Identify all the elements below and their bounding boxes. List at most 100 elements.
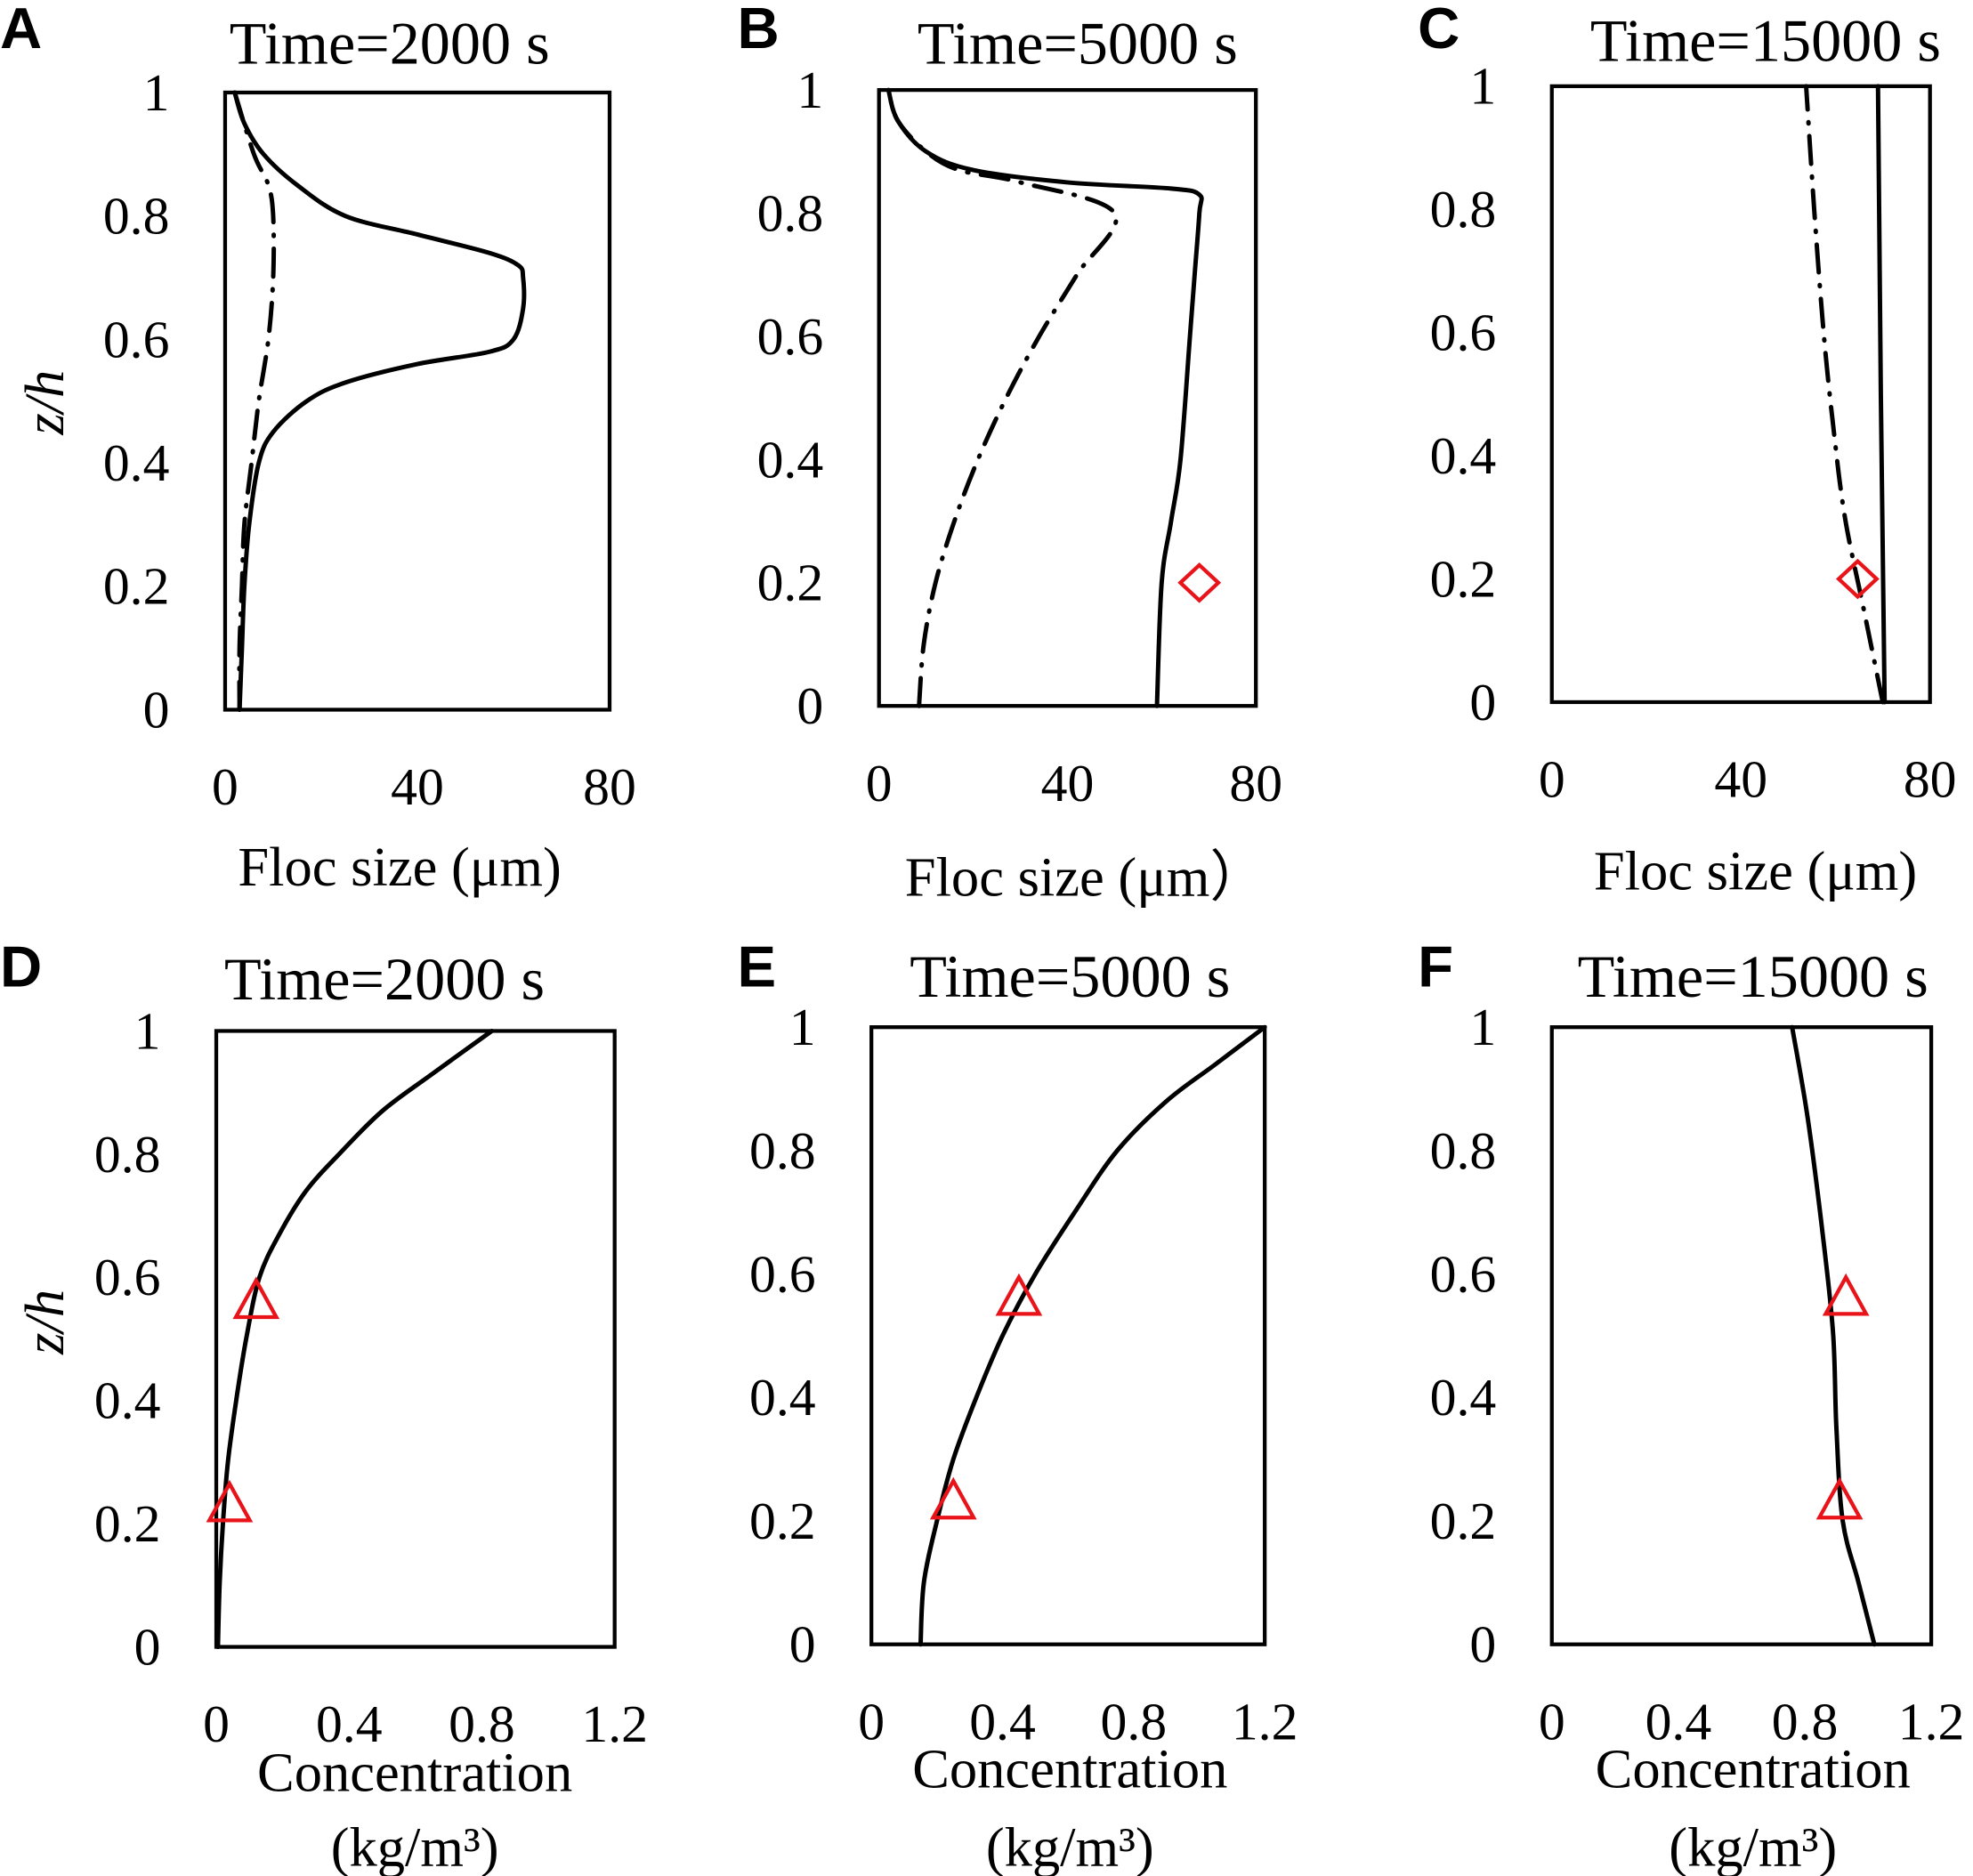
y-tick-label: 0: [143, 680, 170, 739]
y-axis-label: z/h: [13, 370, 76, 436]
series-line-concentration: [1790, 1024, 1877, 1647]
x-tick-label: 0.8: [1101, 1692, 1168, 1751]
x-tick-label: 0.4: [1646, 1692, 1712, 1751]
y-tick-label: 0: [1469, 1615, 1496, 1674]
y-tick-label: 0.6: [1430, 303, 1497, 362]
y-tick-label: 0.4: [757, 430, 824, 489]
observation-diamond-marker: [1835, 558, 1880, 600]
chart-title: Time=15000 s: [1578, 942, 1929, 1010]
chart-title: Time=5000 s: [918, 9, 1238, 77]
x-tick-label: 1.2: [1232, 1692, 1298, 1751]
panel-d: D Time=2000 s 0 0.2 0.4 0.6 0.8 1 0 0.4 0.8 1.2Conc…: [0, 934, 648, 1876]
y-tick-label: 0.8: [103, 187, 170, 246]
observation-triangle-marker: [1815, 1476, 1864, 1520]
x-tick-label: 0: [212, 757, 239, 816]
x-axis-label: Floc size (μm): [1594, 839, 1917, 902]
x-axis-unit-label: (kg/m³): [986, 1815, 1154, 1876]
series-line-dash-dot: [232, 90, 277, 712]
plot-frame: [222, 90, 612, 712]
y-tick-label: 0: [1469, 673, 1496, 732]
panel-c: C Time=15000 s 0 0.2 0.4 0.6 0.8 1 0 40 80 Floc siz…: [1418, 0, 1956, 902]
y-tick-label: 1: [1469, 57, 1496, 116]
series-line-concentration: [918, 1024, 1267, 1647]
y-tick-label: 0.8: [749, 1121, 816, 1180]
y-tick-label: 0.6: [1430, 1244, 1497, 1303]
plot-frame: [1549, 1025, 1934, 1646]
y-tick-label: 0.2: [749, 1492, 816, 1550]
y-tick-label: 0.4: [749, 1368, 816, 1427]
observation-triangle-marker: [1822, 1273, 1870, 1316]
plot-frame: [869, 1025, 1267, 1646]
y-tick-label: 0.8: [1430, 180, 1497, 239]
chart-title: Time=5000 s: [910, 942, 1230, 1010]
x-tick-label: 0: [858, 1692, 885, 1751]
panel-f: F Time=15000 s 0 0.2 0.4 0.6 0.8 1 0 0.4 0.8 1.2Con…: [1418, 934, 1964, 1876]
panel-letter: D: [0, 934, 42, 999]
x-tick-label: 40: [1041, 754, 1095, 813]
x-axis-label: Concentration: [1596, 1737, 1911, 1799]
x-axis-unit-label: (kg/m³): [331, 1815, 499, 1876]
chart-title: Time=2000 s: [224, 945, 545, 1013]
y-tick-label: 0.6: [749, 1244, 816, 1303]
observation-triangle-marker: [232, 1276, 280, 1320]
y-tick-label: 0.2: [103, 557, 170, 616]
y-tick-label: 0.6: [103, 310, 170, 368]
x-axis-label: Floc size (μm): [238, 836, 561, 898]
x-tick-label: 0: [1539, 750, 1565, 809]
series-line-dash-dot: [1804, 84, 1886, 705]
y-tick-label: 0: [796, 676, 823, 735]
plot-frame: [1549, 84, 1932, 705]
x-tick-label: 1.2: [581, 1694, 648, 1753]
x-tick-label: 80: [1904, 750, 1957, 809]
y-tick-label: 0.2: [757, 554, 824, 612]
panel-b: B Time=5000 s 0 0.2 0.4 0.6 0.8 1 0 40 80 Floc size…: [738, 0, 1283, 908]
x-tick-label: 80: [583, 757, 636, 816]
y-tick-label: 1: [1469, 998, 1496, 1056]
series-line-concentration: [215, 1028, 495, 1650]
y-tick-label: 1: [143, 63, 170, 122]
chart-title: Time=2000 s: [230, 9, 550, 77]
series-line-solid: [1875, 84, 1888, 705]
y-tick-label: 0: [789, 1615, 816, 1674]
panel-a: A Time=2000 s 0 0.2 0.4 0.6 0.8 1 0 40 80 Floc size…: [0, 0, 636, 898]
x-tick-label: 0: [866, 754, 893, 813]
x-tick-label: 80: [1229, 754, 1282, 813]
x-tick-label: 1.2: [1898, 1692, 1965, 1751]
panel-letter: F: [1418, 934, 1453, 999]
panel-letter: E: [738, 934, 777, 999]
x-axis-label: Concentration: [257, 1742, 572, 1804]
y-tick-label: 0: [134, 1617, 161, 1676]
x-axis-unit-label: (kg/m³): [1669, 1815, 1837, 1876]
series-line-dash-dot: [885, 87, 1119, 708]
x-axis-label: Concentration: [912, 1737, 1227, 1799]
y-tick-label: 0.8: [94, 1125, 161, 1184]
y-axis-label: z/h: [13, 1290, 76, 1355]
chart-title: Time=15000 s: [1590, 6, 1941, 74]
x-tick-label: 40: [391, 757, 444, 816]
y-tick-label: 0.2: [1430, 549, 1497, 608]
x-tick-label: 0: [203, 1694, 230, 1753]
y-tick-label: 0.6: [757, 307, 824, 366]
observation-triangle-marker: [995, 1273, 1043, 1316]
y-tick-label: 0.2: [94, 1494, 161, 1553]
x-tick-label: 40: [1714, 750, 1767, 809]
panel-letter: C: [1418, 0, 1460, 61]
x-tick-label: 0: [1539, 1692, 1565, 1751]
y-tick-label: 0.8: [1430, 1121, 1497, 1180]
plot-frame: [214, 1029, 617, 1649]
observation-triangle-marker: [206, 1479, 254, 1523]
panel-e: E Time=5000 s 0 0.2 0.4 0.6 0.8 1 0 0.4 0.8 1.2Conc…: [738, 934, 1298, 1876]
y-tick-label: 0.8: [757, 183, 824, 242]
y-tick-label: 0.4: [1430, 1368, 1497, 1427]
series-line-solid: [232, 90, 527, 712]
x-tick-label: 0.8: [449, 1694, 515, 1753]
x-tick-label: 0.4: [316, 1694, 383, 1753]
y-tick-label: 0.4: [103, 433, 170, 492]
panel-letter: A: [0, 0, 42, 61]
x-tick-label: 0.4: [969, 1692, 1036, 1751]
y-tick-label: 0.4: [94, 1371, 161, 1430]
x-axis-label: Floc size (μm）: [905, 845, 1265, 908]
y-tick-label: 1: [134, 1001, 161, 1060]
x-tick-label: 0.8: [1772, 1692, 1839, 1751]
